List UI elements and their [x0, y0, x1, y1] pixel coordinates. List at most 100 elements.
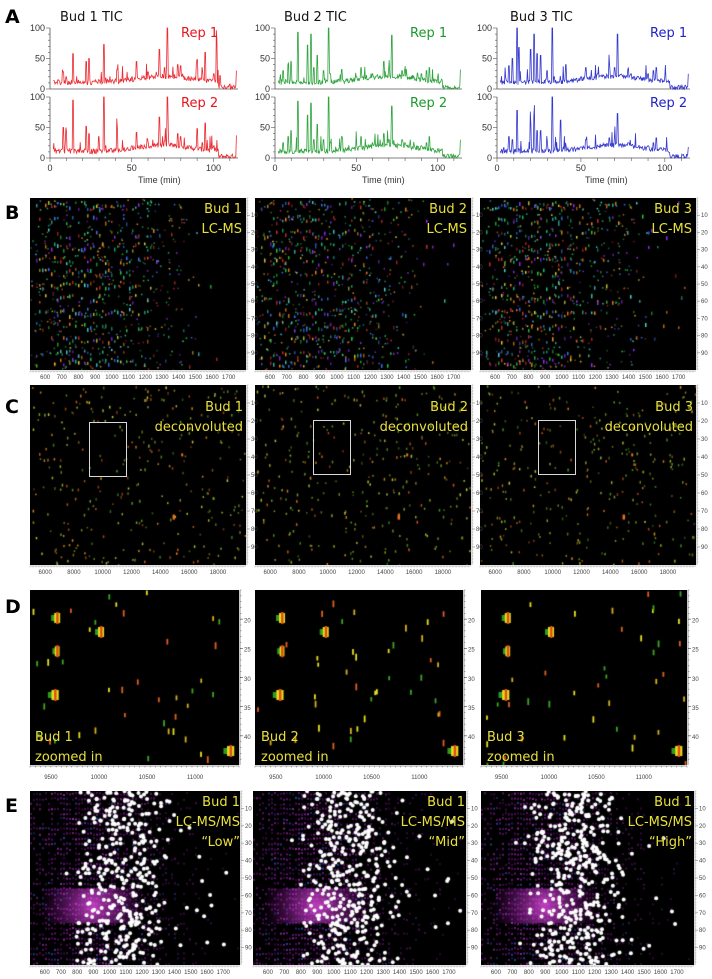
xlabel-bud1: Time (min)	[138, 175, 181, 185]
svg-text:1700: 1700	[217, 970, 231, 976]
zoomed-label-bud3: Bud 3 zoomed in	[487, 730, 555, 765]
msms-label-mid: Bud 1 LC-MS/MS “Mid”	[400, 795, 465, 850]
svg-text:10: 10	[701, 213, 708, 219]
svg-text:100: 100	[30, 23, 45, 33]
svg-text:90: 90	[699, 946, 706, 952]
svg-text:70: 70	[699, 911, 706, 917]
panel-letter-a: A	[5, 6, 20, 28]
panel-letter-c: C	[5, 396, 19, 418]
svg-text:1100: 1100	[122, 375, 136, 381]
svg-text:9500: 9500	[269, 775, 283, 781]
svg-text:1400: 1400	[397, 375, 411, 381]
xlabel-bud3: Time (min)	[585, 175, 628, 185]
heatmap-canvas	[30, 791, 240, 965]
svg-text:10000: 10000	[544, 570, 561, 576]
svg-text:10: 10	[476, 401, 483, 407]
svg-text:0: 0	[40, 84, 45, 94]
svg-text:1100: 1100	[572, 375, 586, 381]
svg-text:80: 80	[251, 527, 258, 533]
svg-text:30: 30	[699, 841, 706, 847]
svg-text:1000: 1000	[555, 970, 569, 976]
deconvoluted-label-bud1: Bud 1 deconvoluted	[154, 400, 243, 435]
svg-text:0: 0	[265, 84, 270, 94]
svg-text:1300: 1300	[605, 375, 619, 381]
svg-text:30: 30	[468, 677, 475, 683]
svg-text:50: 50	[701, 282, 708, 288]
svg-text:70: 70	[476, 509, 483, 515]
svg-text:900: 900	[315, 375, 326, 381]
svg-text:10: 10	[471, 806, 478, 812]
svg-text:50: 50	[251, 473, 258, 479]
svg-text:90: 90	[471, 946, 478, 952]
svg-text:14000: 14000	[377, 570, 394, 576]
svg-text:800: 800	[524, 970, 535, 976]
svg-text:1300: 1300	[380, 375, 394, 381]
svg-text:800: 800	[296, 970, 307, 976]
zoomed-heatmap-bud3	[481, 590, 687, 765]
svg-text:1000: 1000	[103, 970, 117, 976]
svg-text:50: 50	[701, 473, 708, 479]
svg-text:1600: 1600	[426, 970, 440, 976]
svg-text:1100: 1100	[347, 375, 361, 381]
svg-text:11000: 11000	[411, 775, 428, 781]
svg-text:16000: 16000	[631, 570, 648, 576]
svg-text:90: 90	[251, 351, 258, 357]
zoom-region-box-bud2	[313, 420, 351, 475]
svg-text:100: 100	[477, 92, 492, 102]
svg-text:1300: 1300	[152, 970, 166, 976]
svg-text:1100: 1100	[572, 970, 586, 976]
svg-text:1300: 1300	[604, 970, 618, 976]
deconvoluted-label-bud2: Bud 2 deconvoluted	[379, 400, 468, 435]
svg-text:30: 30	[476, 248, 483, 254]
svg-text:50: 50	[127, 163, 137, 173]
svg-text:30: 30	[471, 841, 478, 847]
svg-text:20: 20	[251, 230, 258, 236]
svg-text:30: 30	[701, 248, 708, 254]
svg-text:16000: 16000	[181, 570, 198, 576]
svg-text:50: 50	[471, 876, 478, 882]
svg-text:700: 700	[56, 970, 67, 976]
rep2-label-bud2: Rep 2	[410, 96, 448, 111]
svg-text:40: 40	[471, 859, 478, 865]
svg-text:70: 70	[476, 316, 483, 322]
svg-text:1400: 1400	[172, 375, 186, 381]
svg-text:600: 600	[265, 375, 276, 381]
svg-text:80: 80	[699, 928, 706, 934]
svg-text:50: 50	[482, 54, 492, 64]
svg-text:50: 50	[476, 282, 483, 288]
svg-text:1100: 1100	[119, 970, 133, 976]
svg-text:0: 0	[47, 163, 52, 173]
lcms-label-bud2: Bud 2 LC-MS	[426, 202, 467, 237]
rep1-label-bud3: Rep 1	[650, 26, 688, 41]
svg-text:14000: 14000	[602, 570, 619, 576]
heatmap-canvas	[480, 198, 696, 370]
svg-text:100: 100	[430, 163, 445, 173]
svg-text:600: 600	[491, 970, 502, 976]
svg-text:600: 600	[263, 970, 274, 976]
svg-text:1600: 1600	[205, 375, 219, 381]
svg-text:10: 10	[701, 401, 708, 407]
heatmap-canvas	[481, 590, 687, 765]
svg-text:18000: 18000	[435, 570, 452, 576]
svg-text:0: 0	[265, 153, 270, 163]
svg-text:70: 70	[471, 911, 478, 917]
svg-text:600: 600	[40, 970, 51, 976]
msms-heatmap-mid	[253, 791, 466, 965]
svg-text:35: 35	[244, 706, 251, 712]
svg-text:10000: 10000	[91, 775, 108, 781]
svg-text:50: 50	[482, 123, 492, 133]
svg-text:14000: 14000	[152, 570, 169, 576]
svg-text:1600: 1600	[200, 970, 214, 976]
svg-text:1500: 1500	[639, 375, 653, 381]
svg-text:50: 50	[576, 163, 586, 173]
svg-text:100: 100	[255, 92, 270, 102]
svg-text:1200: 1200	[364, 375, 378, 381]
svg-text:70: 70	[251, 509, 258, 515]
svg-text:40: 40	[699, 859, 706, 865]
rep1-label-bud1: Rep 1	[181, 26, 219, 41]
heatmap-canvas	[30, 590, 239, 765]
svg-text:1000: 1000	[555, 375, 569, 381]
svg-text:50: 50	[260, 54, 270, 64]
